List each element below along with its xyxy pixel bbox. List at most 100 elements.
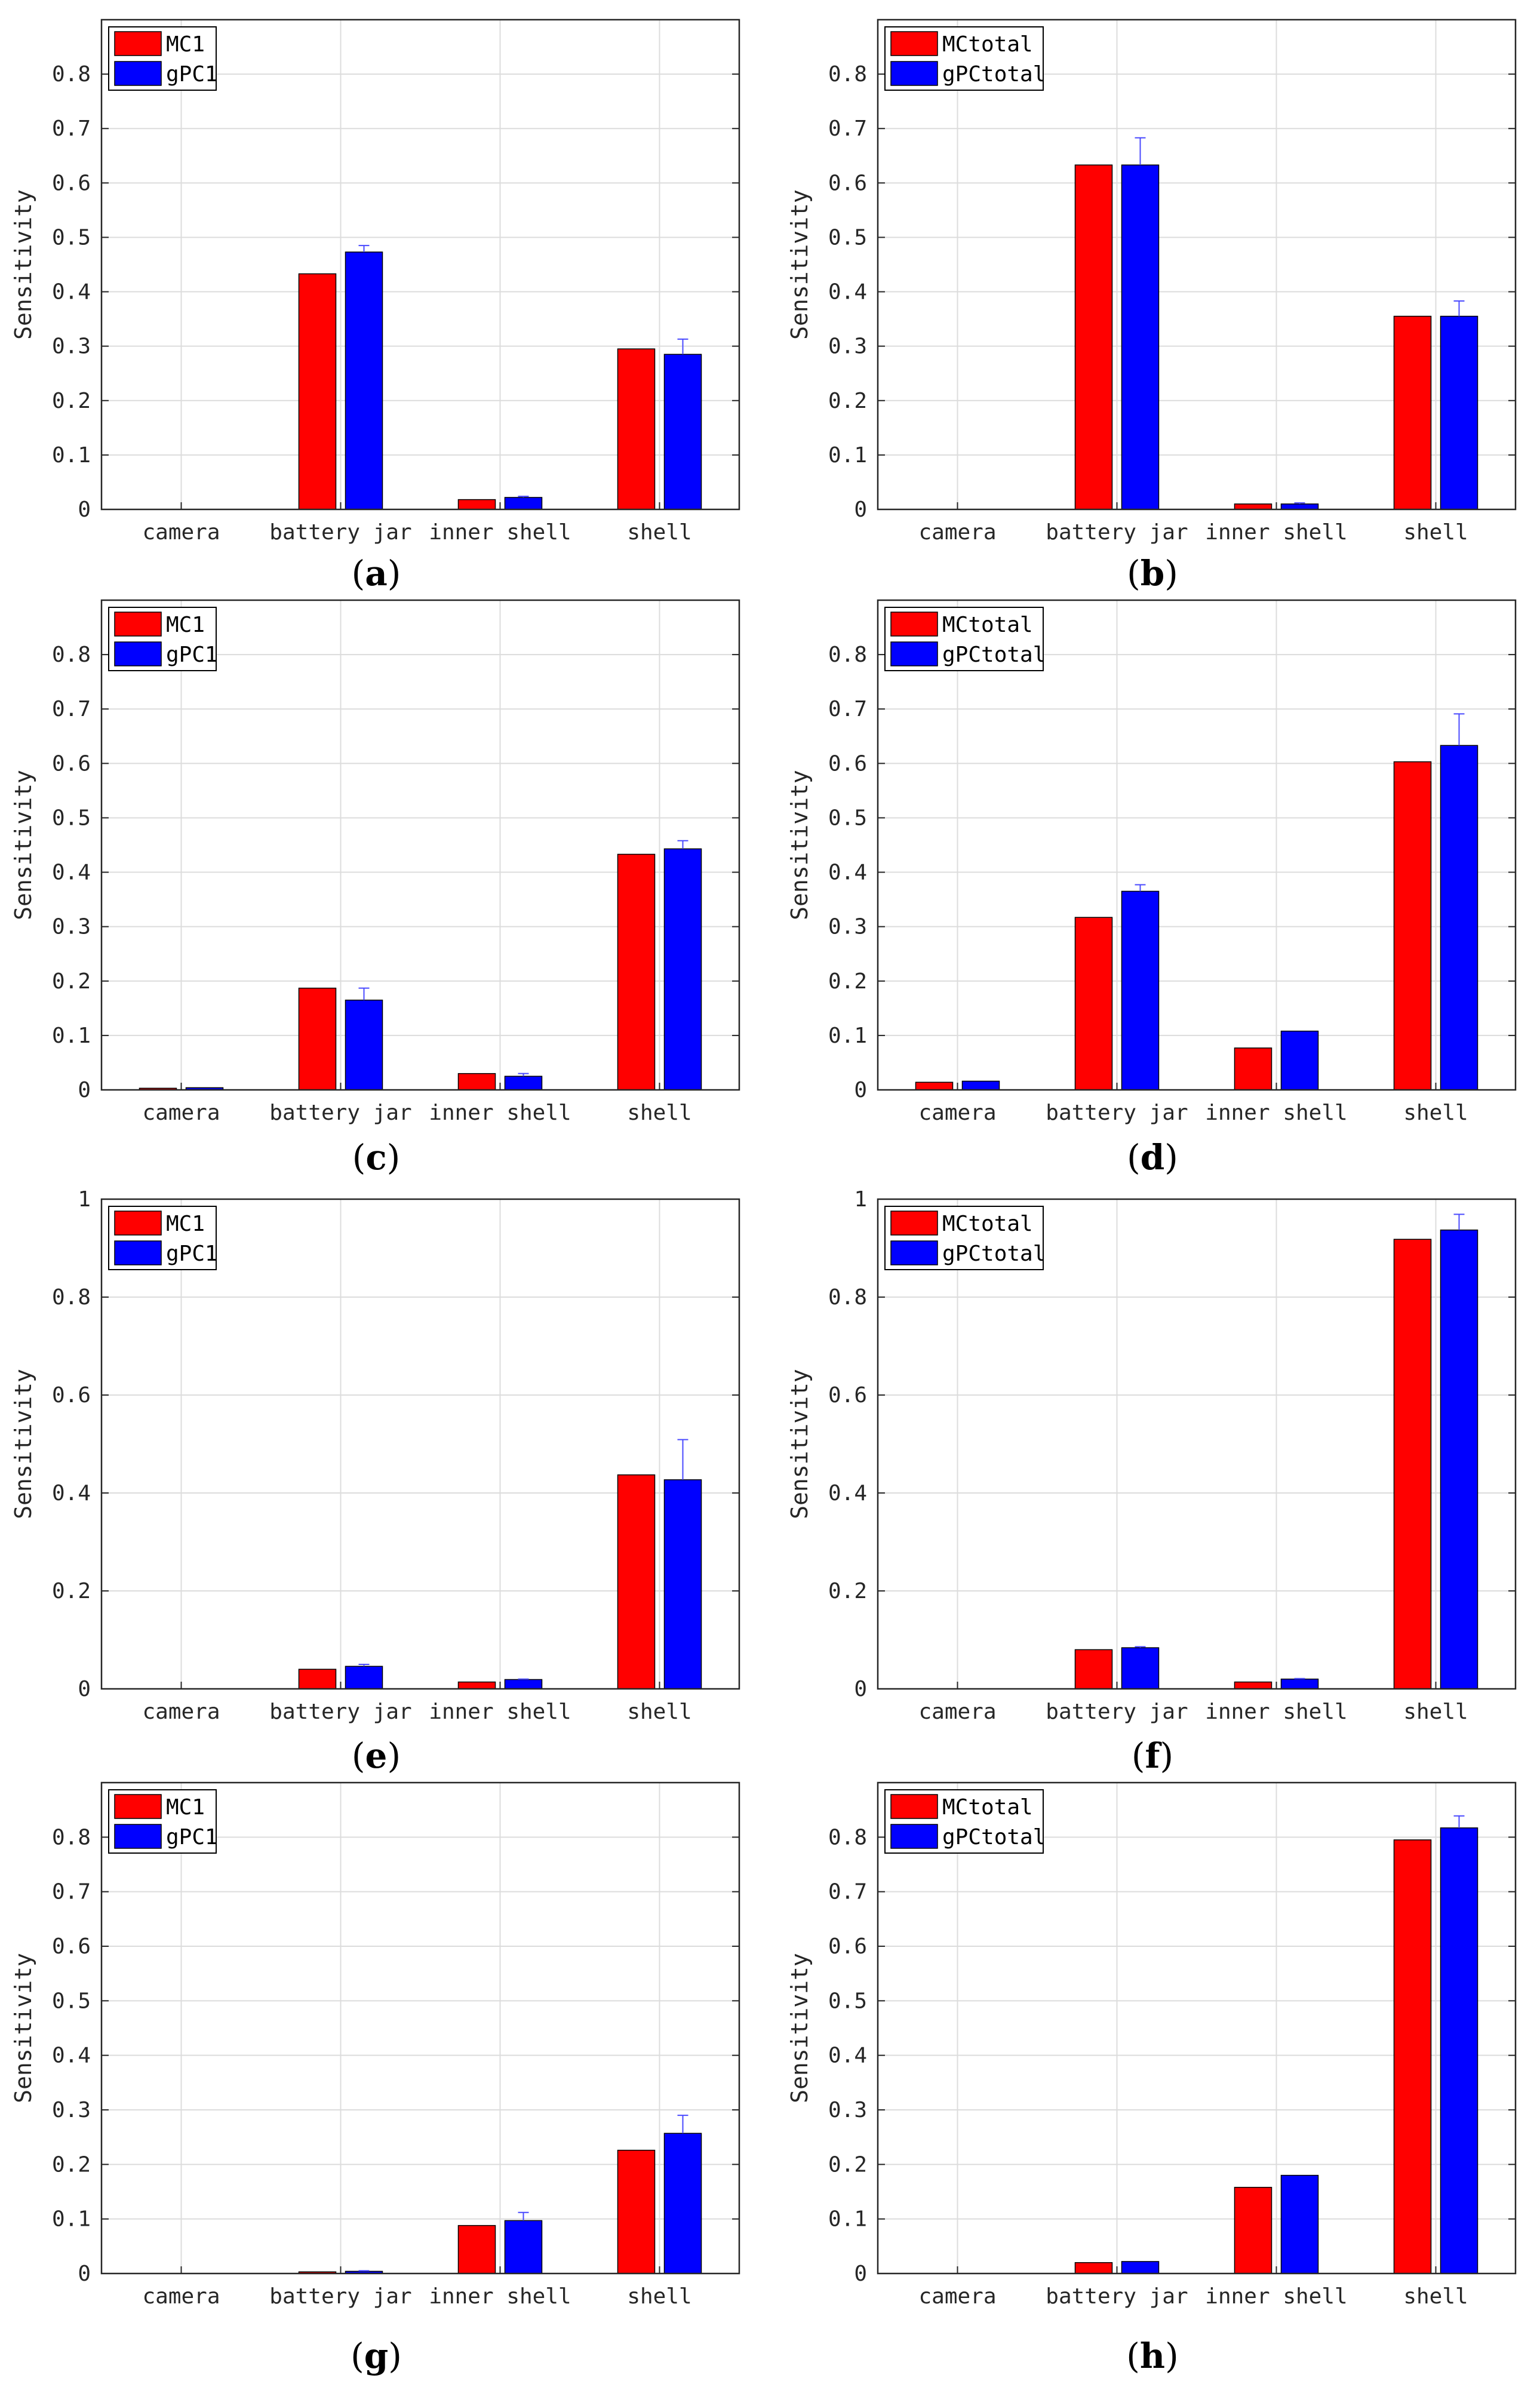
legend-swatch-mc xyxy=(114,1211,162,1236)
caption-open: ( xyxy=(352,553,365,594)
y-tick-label: 0.8 xyxy=(828,1825,867,1850)
legend-swatch-gpc xyxy=(114,1240,162,1265)
legend-label-mc: MCtotal xyxy=(942,1212,1033,1236)
caption-letter: d xyxy=(1141,1137,1165,1178)
legend-swatch-gpc xyxy=(114,641,162,666)
legend-swatch-gpc xyxy=(114,1824,162,1849)
panel-caption: (c) xyxy=(352,1137,401,1178)
bar-gPC1-1 xyxy=(345,999,383,1090)
y-tick-label: 0.6 xyxy=(828,171,867,195)
caption-close: ) xyxy=(1164,1137,1178,1178)
x-tick-label: inner shell xyxy=(1205,1101,1347,1125)
bar-MCtotal-1 xyxy=(1074,1649,1113,1689)
bar-MC1-2 xyxy=(457,1681,496,1689)
bar-MC1-3 xyxy=(617,348,656,510)
legend-swatch-gpc xyxy=(890,61,938,86)
bar-gPC1-1 xyxy=(345,251,383,510)
bar-gPC1-2 xyxy=(504,1679,543,1689)
x-tick-label: inner shell xyxy=(429,520,571,545)
axes-box xyxy=(100,599,740,1091)
y-tick-label: 0.2 xyxy=(828,1579,867,1603)
legend-swatch-mc xyxy=(890,612,938,637)
x-tick-label: camera xyxy=(142,1700,220,1724)
y-axis-label: Sensitivity xyxy=(786,189,813,340)
caption-close: ) xyxy=(1165,2336,1179,2376)
y-tick-label: 0.2 xyxy=(52,389,91,413)
chart-panel-e: 0 0.2 0.4 0.6 0.8 1 camera battery jar inner she… xyxy=(10,1187,740,1776)
legend-swatch-mc xyxy=(114,1794,162,1819)
y-tick-label: 0.6 xyxy=(828,751,867,776)
caption-letter: g xyxy=(364,2336,389,2376)
x-tick-label: inner shell xyxy=(429,2284,571,2309)
chart-panel-h: 0 0.1 0.2 0.3 0.4 0.5 0.6 0.7 0.8 camera battery j… xyxy=(786,1781,1517,2376)
y-tick-label: 0.1 xyxy=(52,1024,91,1048)
y-tick-label: 0.7 xyxy=(52,116,91,141)
y-axis-label: Sensitivity xyxy=(786,1369,813,1519)
y-tick-label: 0.4 xyxy=(828,861,867,885)
y-axis-label: Sensitivity xyxy=(10,189,36,340)
chart-panel-f: 0 0.2 0.4 0.6 0.8 1 camera battery jar inner she… xyxy=(786,1187,1517,1776)
y-tick-label: 0 xyxy=(854,2262,867,2286)
y-tick-label: 0.5 xyxy=(828,225,867,250)
panel-caption: (f) xyxy=(1132,1735,1173,1776)
axes-box xyxy=(877,599,1517,1091)
bar-MC1-1 xyxy=(298,273,337,510)
y-tick-label: 0.3 xyxy=(828,915,867,939)
y-tick-label: 0.5 xyxy=(828,1989,867,2013)
caption-close: ) xyxy=(388,2336,402,2376)
y-tick-label: 0 xyxy=(78,497,91,522)
x-tick-label: battery jar xyxy=(1046,520,1188,545)
y-tick-label: 0.8 xyxy=(828,643,867,667)
bar-gPC1-3 xyxy=(663,848,702,1090)
y-tick-label: 0.3 xyxy=(828,334,867,359)
y-axis-label: Sensitivity xyxy=(10,1953,36,2103)
caption-letter: h xyxy=(1140,2336,1165,2376)
caption-close: ) xyxy=(388,553,401,594)
bar-gPC1-1 xyxy=(345,1666,383,1689)
panel-caption: (a) xyxy=(352,553,401,594)
bar-MC1-1 xyxy=(298,1669,337,1689)
legend-label-mc: MCtotal xyxy=(942,1795,1033,1820)
legend-label-gpc: gPCtotal xyxy=(942,62,1046,87)
y-tick-label: 0.7 xyxy=(828,1880,867,1904)
legend-label-gpc: gPC1 xyxy=(166,1242,218,1266)
x-tick-label: battery jar xyxy=(269,1101,411,1125)
y-tick-label: 0.2 xyxy=(52,2152,91,2177)
y-tick-label: 0.8 xyxy=(828,62,867,87)
bar-MCtotal-2 xyxy=(1234,1047,1272,1090)
x-tick-label: shell xyxy=(1403,1700,1468,1724)
x-tick-label: battery jar xyxy=(269,1700,411,1724)
caption-letter: c xyxy=(365,1137,386,1178)
axes-box xyxy=(100,19,740,511)
caption-open: ( xyxy=(1127,1137,1141,1178)
x-tick-label: shell xyxy=(1403,2284,1468,2309)
legend-label-gpc: gPCtotal xyxy=(942,1242,1046,1266)
bar-gPCtotal-2 xyxy=(1280,1678,1319,1689)
legend-label-gpc: gPCtotal xyxy=(942,643,1046,667)
chart-panel-c: 0 0.1 0.2 0.3 0.4 0.5 0.6 0.7 0.8 camera battery j… xyxy=(10,599,740,1178)
y-tick-label: 0.5 xyxy=(828,806,867,830)
bar-MC1-3 xyxy=(617,1474,656,1689)
legend: MCtotal gPCtotal xyxy=(884,1789,1046,1854)
legend-label-mc: MC1 xyxy=(166,1795,205,1820)
y-tick-label: 0.2 xyxy=(828,2152,867,2177)
bar-MC1-2 xyxy=(457,1073,496,1090)
y-tick-label: 0 xyxy=(854,497,867,522)
bar-gPCtotal-1 xyxy=(1121,1647,1160,1689)
y-tick-label: 0.6 xyxy=(828,1383,867,1408)
y-tick-label: 0.6 xyxy=(52,1383,91,1408)
x-tick-label: camera xyxy=(142,2284,220,2309)
caption-close: ) xyxy=(1164,553,1178,594)
x-tick-label: camera xyxy=(142,1101,220,1125)
legend: MC1 gPC1 xyxy=(108,1789,218,1854)
bar-gPCtotal-2 xyxy=(1280,2174,1319,2274)
y-tick-label: 0.4 xyxy=(52,1481,91,1506)
y-tick-label: 0.4 xyxy=(828,280,867,305)
x-tick-label: shell xyxy=(627,1700,691,1724)
bar-gPC1-2 xyxy=(504,497,543,510)
y-tick-label: 0.4 xyxy=(52,280,91,305)
y-tick-label: 0.6 xyxy=(52,1934,91,1959)
legend-swatch-mc xyxy=(890,1211,938,1236)
bar-gPCtotal-3 xyxy=(1440,1229,1478,1689)
x-tick-label: shell xyxy=(627,2284,691,2309)
